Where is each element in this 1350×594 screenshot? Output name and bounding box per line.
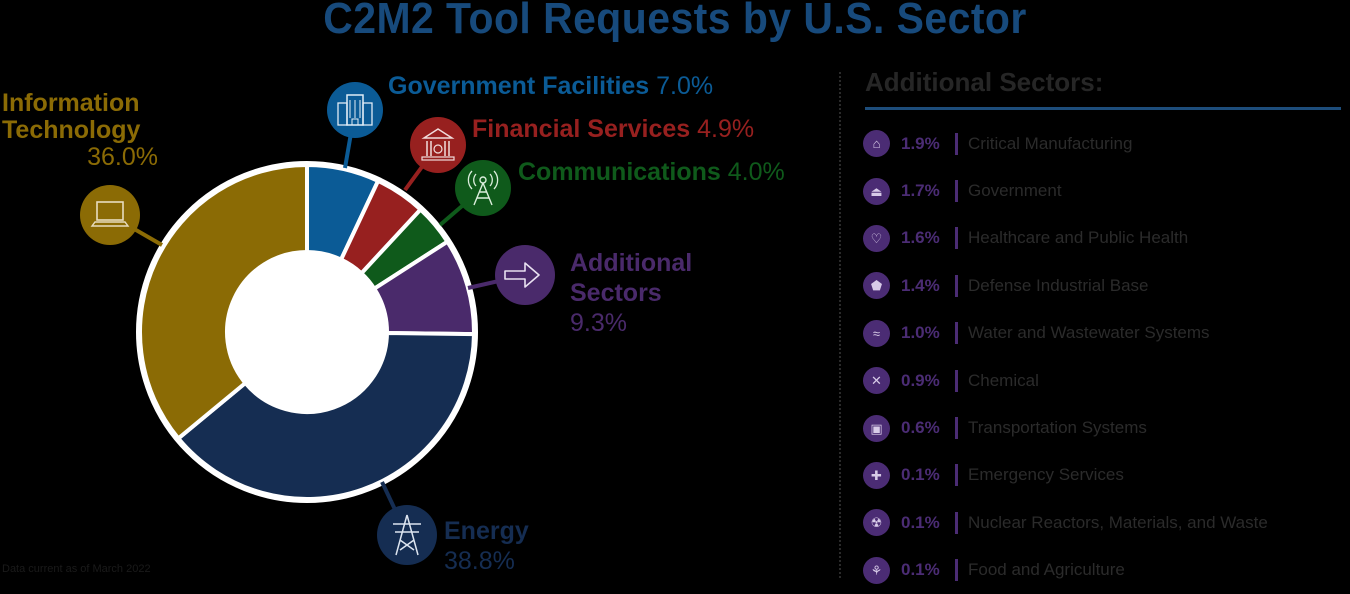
label-information-technology: Information Technology 36.0% (2, 90, 158, 171)
item-value: 1.7% (901, 181, 940, 201)
label-name-line1: Additional (570, 249, 693, 277)
item-value: 1.6% (901, 228, 940, 248)
label-name: Energy (444, 517, 529, 545)
radio-tower-icon (455, 160, 511, 216)
item-value: 0.9% (901, 370, 940, 390)
list-item: ▣ 0.6% Transportation Systems (863, 404, 1350, 451)
list-item: ☢ 0.1% Nuclear Reactors, Materials, and … (863, 499, 1350, 546)
nuclear-icon: ☢ (863, 509, 890, 537)
separator-bar (955, 464, 958, 487)
separator-bar (955, 559, 958, 582)
separator-bar (955, 227, 958, 250)
list-item: ✕ 0.9% Chemical (863, 357, 1350, 404)
item-value: 0.1% (901, 560, 940, 580)
donut-hole (227, 252, 387, 412)
separator-bar (955, 417, 958, 440)
item-label: Government (968, 181, 1062, 201)
footnote: Data current as of March 2022 (2, 563, 151, 575)
label-name-line2: Technology (2, 116, 141, 144)
laptop-icon (80, 185, 140, 245)
item-label: Water and Wastewater Systems (968, 323, 1210, 343)
item-label: Defense Industrial Base (968, 275, 1149, 295)
label-government-facilities: Government Facilities 7.0% (388, 73, 713, 100)
donut-outline (136, 161, 478, 503)
label-pct: 38.8% (444, 547, 515, 575)
label-name-line2: Sectors (570, 279, 662, 307)
separator-bar (955, 180, 958, 203)
panel-rule (865, 107, 1341, 110)
building-icon (327, 82, 383, 138)
list-item: ⌂ 1.9% Critical Manufacturing (863, 120, 1350, 167)
label-name: Financial Services (472, 115, 691, 143)
label-financial-services: Financial Services 4.9% (472, 116, 754, 143)
separator-bar (955, 511, 958, 534)
molecule-icon: ✕ (863, 367, 890, 395)
train-icon: ▣ (863, 414, 890, 442)
donut-chart (80, 82, 555, 565)
panel-title: Additional Sectors: (865, 67, 1104, 97)
dotted-divider (839, 72, 841, 578)
item-label: Emergency Services (968, 465, 1124, 485)
item-label: Transportation Systems (968, 418, 1147, 438)
label-pct: 36.0% (87, 143, 158, 171)
list-item: ♡ 1.6% Healthcare and Public Health (863, 215, 1350, 262)
power-tower-icon (377, 505, 437, 565)
arrow-right-icon (495, 245, 555, 305)
list-item: ⬟ 1.4% Defense Industrial Base (863, 262, 1350, 309)
label-name: Government Facilities (388, 72, 650, 100)
separator-bar (955, 322, 958, 345)
item-value: 0.1% (901, 465, 940, 485)
list-item: ✚ 0.1% Emergency Services (863, 452, 1350, 499)
ambulance-icon: ✚ (863, 461, 890, 489)
bank-icon (410, 117, 466, 173)
label-energy: Energy 38.8% (444, 516, 529, 576)
item-value: 1.4% (901, 275, 940, 295)
separator-bar (955, 274, 958, 297)
label-additional-sectors: Additional Sectors 9.3% (570, 248, 692, 338)
label-name: Communications (518, 158, 721, 186)
label-pct: 4.9% (697, 115, 755, 143)
list-item: ⏏ 1.7% Government (863, 167, 1350, 214)
factory-icon: ⌂ (863, 130, 890, 158)
label-pct: 9.3% (570, 309, 627, 337)
label-name-line1: Information (2, 89, 140, 117)
chart-title: C2M2 Tool Requests by U.S. Sector (323, 0, 1027, 43)
item-value: 1.0% (901, 323, 940, 343)
item-label: Chemical (968, 370, 1039, 390)
separator-bar (955, 369, 958, 392)
additional-sectors-list: ⌂ 1.9% Critical Manufacturing ⏏ 1.7% Gov… (863, 120, 1350, 594)
heart-pulse-icon: ♡ (863, 224, 890, 252)
item-value: 1.9% (901, 133, 940, 153)
item-value: 0.6% (901, 418, 940, 438)
item-label: Healthcare and Public Health (968, 228, 1189, 248)
label-communications: Communications 4.0% (518, 159, 785, 186)
separator-bar (955, 132, 958, 155)
list-item: ⚘ 0.1% Food and Agriculture (863, 547, 1350, 594)
item-value: 0.1% (901, 512, 940, 532)
callouts (80, 82, 555, 565)
item-label: Food and Agriculture (968, 560, 1125, 580)
pentagon-icon: ⬟ (863, 272, 890, 300)
item-label: Nuclear Reactors, Materials, and Waste (968, 512, 1268, 532)
wheat-icon: ⚘ (863, 556, 890, 584)
water-icon: ≈ (863, 319, 890, 347)
item-label: Critical Manufacturing (968, 133, 1133, 153)
label-pct: 4.0% (727, 158, 785, 186)
list-item: ≈ 1.0% Water and Wastewater Systems (863, 310, 1350, 357)
capitol-icon: ⏏ (863, 177, 890, 205)
label-pct: 7.0% (656, 72, 714, 100)
